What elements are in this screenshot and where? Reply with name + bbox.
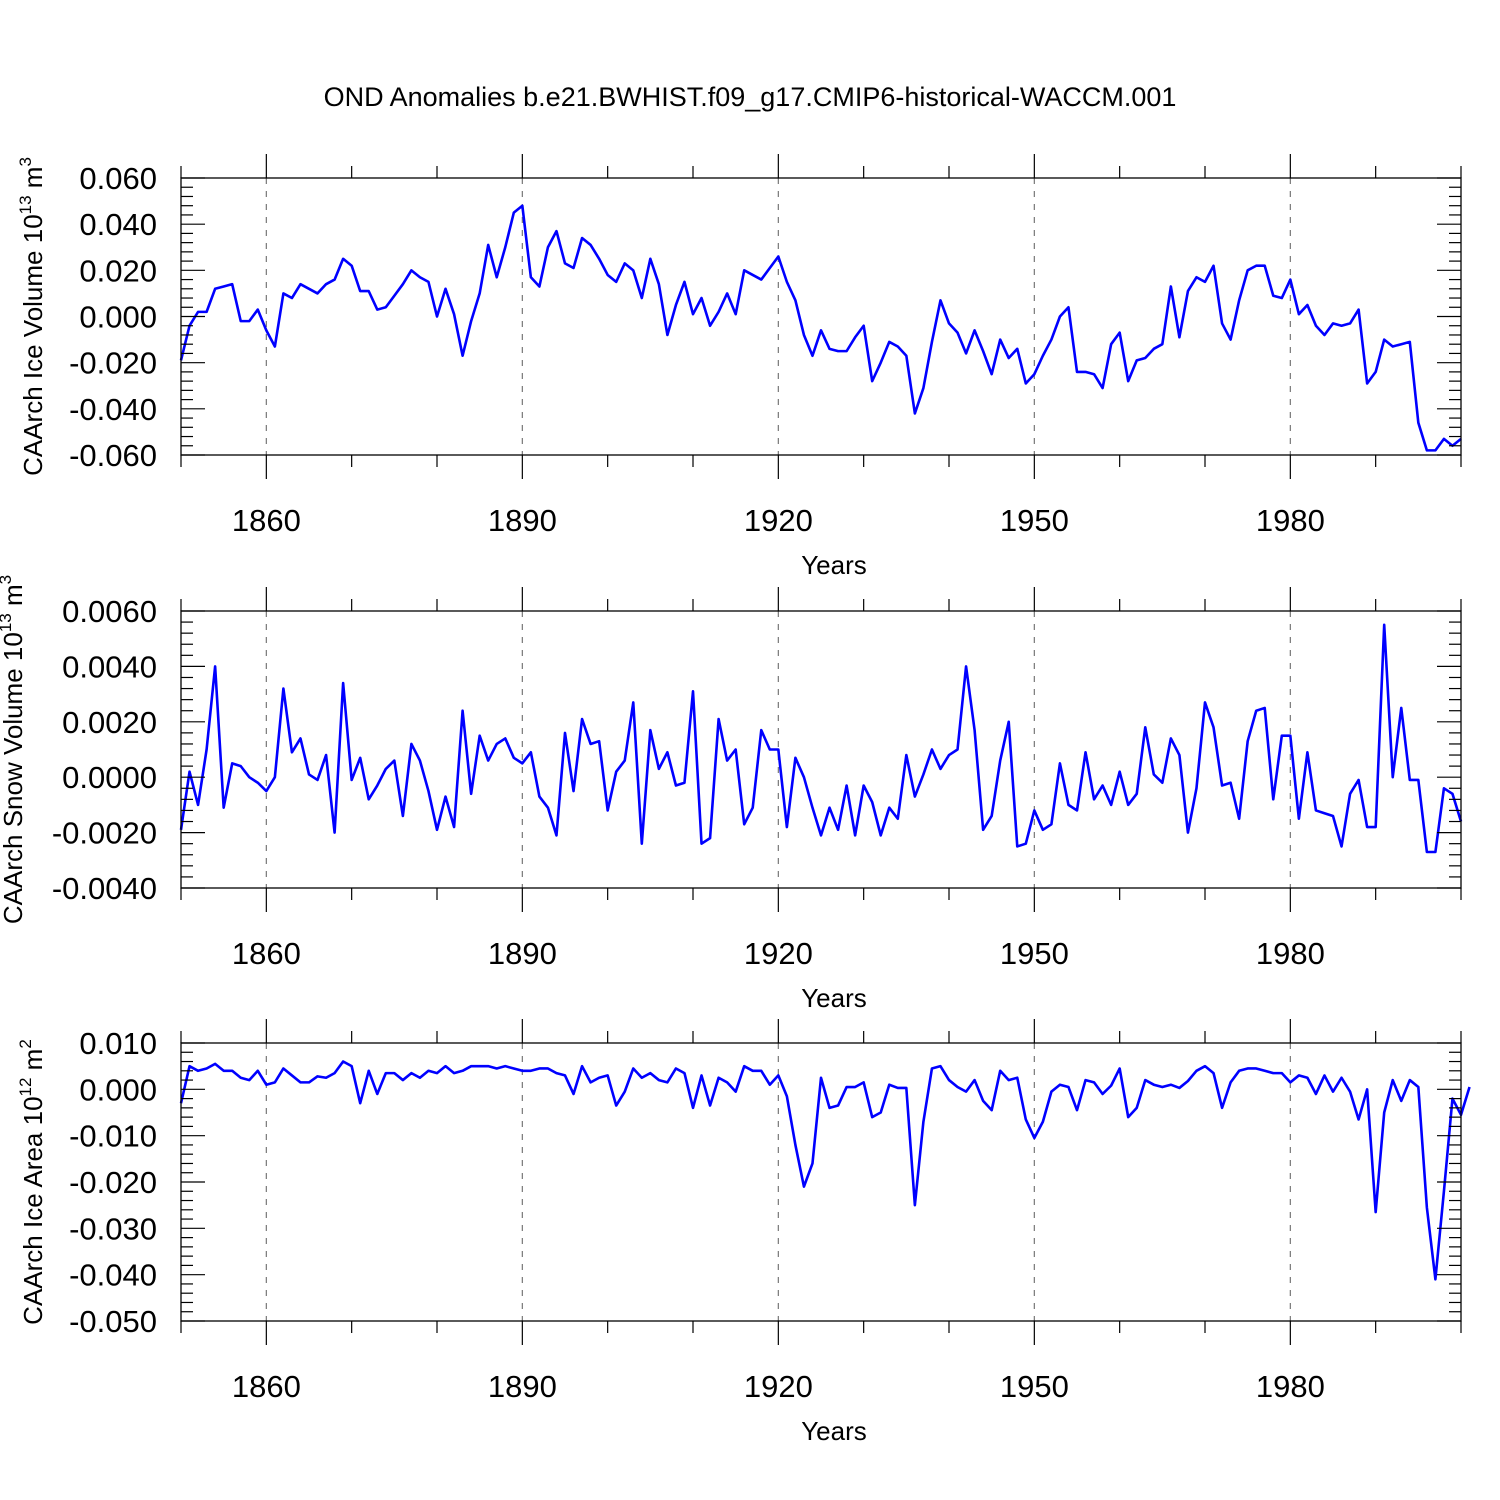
x-tick-label: 1890: [488, 1369, 557, 1404]
x-tick-label: 1920: [744, 936, 813, 971]
ice-volume-panel: 1860 1890 1920 1950 1980 0.060 0.040 0.020 0.000…: [16, 154, 1462, 580]
y-tick-label: -0.0040: [52, 871, 157, 906]
series-line: [179, 623, 1463, 854]
y-tick-label: -0.020: [69, 346, 157, 381]
y-axis-title: CAArch Ice Area 1012 m2: [16, 1039, 48, 1325]
y-axis-title: CAArch Ice Volume 1013 m3: [16, 157, 48, 476]
y-tick-label: 0.0000: [62, 760, 157, 795]
y-tick-label: 0.060: [79, 161, 157, 196]
y-tick-label: -0.040: [69, 392, 157, 427]
x-tick-label: 1920: [744, 503, 813, 538]
x-axis-title: Years: [801, 983, 867, 1013]
y-tick-label: -0.010: [69, 1119, 157, 1154]
y-axis-title-exponent: 12: [16, 1078, 35, 1097]
y-axis-title-base: CAArch Ice Volume 10: [18, 214, 48, 476]
x-tick-label: 1980: [1256, 503, 1325, 538]
x-tick-label: 1890: [488, 503, 557, 538]
y-tick-label: 0.0060: [62, 594, 157, 629]
y-axis-title: CAArch Snow Volume 1013 m3: [0, 575, 28, 924]
figure-title: OND Anomalies b.e21.BWHIST.f09_g17.CMIP6…: [324, 82, 1177, 112]
y-tick-label: -0.050: [69, 1304, 157, 1339]
y-tick-label: 0.010: [79, 1026, 157, 1061]
y-axis-title-exponent: 13: [16, 195, 35, 214]
x-tick-label: 1980: [1256, 936, 1325, 971]
y-axis-title-base: CAArch Ice Area 10: [18, 1096, 48, 1324]
y-tick-label: 0.000: [79, 300, 157, 335]
x-tick-label: 1950: [1000, 1369, 1069, 1404]
x-tick-label: 1890: [488, 936, 557, 971]
y-axis-title-base: CAArch Snow Volume 10: [0, 632, 28, 924]
x-tick-label: 1980: [1256, 1369, 1325, 1404]
series-line: [179, 204, 1462, 452]
x-tick-label: 1920: [744, 1369, 813, 1404]
y-tick-label: 0.0020: [62, 705, 157, 740]
y-tick-label: -0.060: [69, 438, 157, 473]
x-tick-label: 1860: [232, 1369, 301, 1404]
plot-frame: [180, 177, 1462, 456]
y-tick-label: -0.020: [69, 1165, 157, 1200]
snow-volume-panel: 1860 1890 1920 1950 1980 0.0060 0.0040 0.0020 0.…: [0, 575, 1463, 1013]
y-axis-title-unit: m: [18, 167, 48, 196]
y-tick-label: -0.030: [69, 1211, 157, 1246]
y-axis-title-unit: m: [0, 584, 28, 613]
y-tick-label: -0.040: [69, 1258, 157, 1293]
y-axis-title-unit-exponent: 2: [16, 1039, 35, 1048]
x-tick-label: 1950: [1000, 503, 1069, 538]
x-tick-label: 1860: [232, 503, 301, 538]
y-tick-label: -0.0020: [52, 816, 157, 851]
series-line: [179, 1060, 1471, 1281]
ice-area-panel: 1860 1890 1920 1950 1980 0.010 0.000 -0.010 -0.0…: [16, 1019, 1471, 1446]
plot-frame: [180, 610, 1462, 889]
y-tick-label: 0.040: [79, 207, 157, 242]
y-axis-title-unit: m: [18, 1049, 48, 1078]
y-tick-label: 0.020: [79, 253, 157, 288]
x-axis-title: Years: [801, 550, 867, 580]
y-tick-label: 0.0040: [62, 649, 157, 684]
x-tick-label: 1860: [232, 936, 301, 971]
y-axis-title-unit-exponent: 3: [16, 157, 35, 166]
y-tick-label: 0.000: [79, 1072, 157, 1107]
x-axis-title: Years: [801, 1416, 867, 1446]
y-axis-title-unit-exponent: 3: [0, 575, 15, 584]
x-tick-label: 1950: [1000, 936, 1069, 971]
y-axis-title-exponent: 13: [0, 613, 15, 632]
